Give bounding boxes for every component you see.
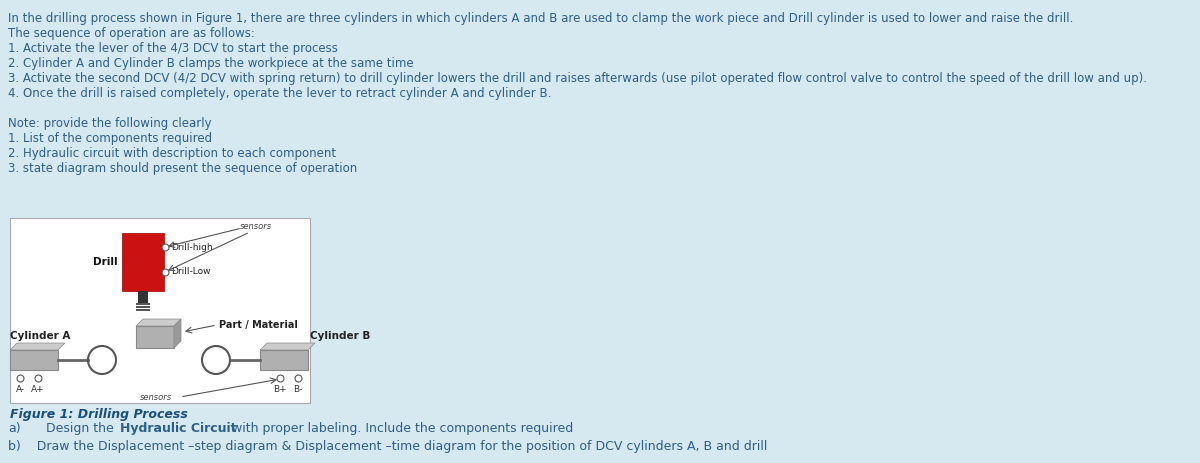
Text: A-: A- (16, 385, 24, 394)
Text: Hydraulic Circuit: Hydraulic Circuit (120, 422, 236, 435)
Text: Drill-Low: Drill-Low (172, 268, 210, 276)
Text: In the drilling process shown in Figure 1, there are three cylinders in which cy: In the drilling process shown in Figure … (8, 12, 1073, 25)
Text: Drill-high: Drill-high (172, 243, 212, 251)
Text: b)    Draw the Displacement –step diagram & Displacement –time diagram for the p: b) Draw the Displacement –step diagram &… (8, 440, 767, 453)
Bar (136, 303, 150, 305)
Text: 4. Once the drill is raised completely, operate the lever to retract cylinder A : 4. Once the drill is raised completely, … (8, 87, 551, 100)
Polygon shape (10, 343, 65, 350)
Text: Note: provide the following clearly: Note: provide the following clearly (8, 117, 211, 130)
Text: Part / Material: Part / Material (220, 320, 298, 330)
Bar (136, 309, 150, 311)
Polygon shape (260, 343, 314, 350)
Text: B-: B- (293, 385, 302, 394)
Text: 2. Hydraulic circuit with description to each component: 2. Hydraulic circuit with description to… (8, 147, 336, 160)
Text: 3. Activate the second DCV (4/2 DCV with spring return) to drill cylinder lowers: 3. Activate the second DCV (4/2 DCV with… (8, 72, 1147, 85)
Text: 2. Cylinder A and Cylinder B clamps the workpiece at the same time: 2. Cylinder A and Cylinder B clamps the … (8, 57, 414, 70)
Bar (10, 350, 58, 370)
Text: Drill: Drill (94, 257, 118, 267)
Text: B+: B+ (274, 385, 287, 394)
Text: 1. Activate the lever of the 4/3 DCV to start the process: 1. Activate the lever of the 4/3 DCV to … (8, 42, 338, 55)
Text: Cylinder A: Cylinder A (10, 331, 71, 341)
Text: a): a) (8, 422, 20, 435)
Bar (10, 218, 310, 403)
Text: 3. state diagram should present the sequence of operation: 3. state diagram should present the sequ… (8, 162, 358, 175)
Text: sensors: sensors (140, 393, 172, 402)
Bar (122, 233, 164, 291)
Bar (138, 291, 148, 303)
Text: Design the: Design the (30, 422, 118, 435)
Text: Cylinder B: Cylinder B (310, 331, 371, 341)
Text: A+: A+ (31, 385, 44, 394)
Text: with proper labeling. Include the components required: with proper labeling. Include the compon… (228, 422, 574, 435)
Text: Figure 1: Drilling Process: Figure 1: Drilling Process (10, 408, 188, 421)
Text: 1. List of the components required: 1. List of the components required (8, 132, 212, 145)
Bar (136, 326, 174, 348)
Polygon shape (136, 319, 181, 326)
Text: sensors: sensors (240, 222, 272, 231)
Text: The sequence of operation are as follows:: The sequence of operation are as follows… (8, 27, 254, 40)
Bar (136, 306, 150, 308)
Polygon shape (174, 319, 181, 348)
Bar (260, 350, 308, 370)
